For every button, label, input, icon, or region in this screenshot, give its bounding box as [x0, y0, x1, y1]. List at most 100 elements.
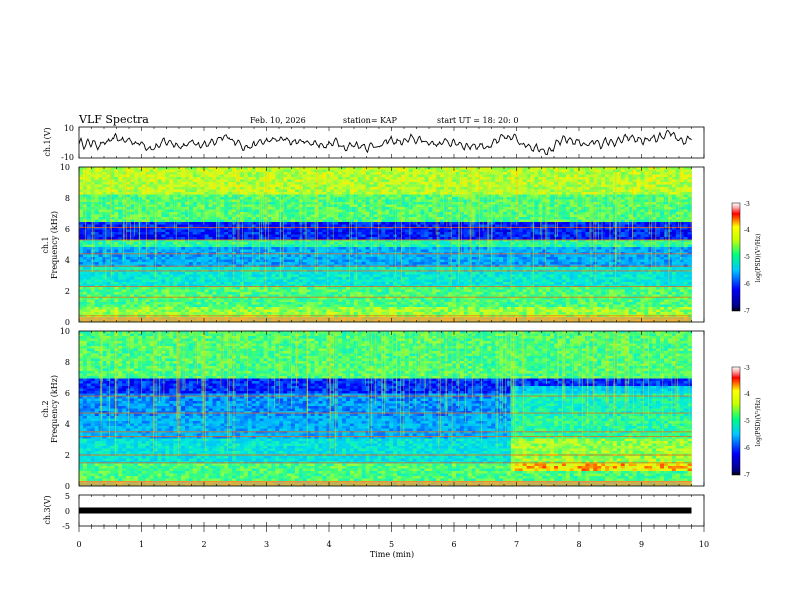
spectrogram-cell [279, 312, 284, 315]
spectrogram-cell [361, 267, 367, 270]
spectrogram-cell [369, 257, 374, 260]
spectrogram-cell [181, 174, 186, 178]
spectrogram-cell [294, 282, 300, 285]
spectrogram-cell [389, 262, 394, 265]
spectrogram-cell [267, 292, 272, 295]
spectrogram-cell [173, 242, 178, 245]
spectrogram-cell [137, 282, 143, 285]
spectrogram-cell [173, 217, 178, 220]
spectrogram-cell [141, 287, 147, 290]
spectrogram-cell [165, 292, 170, 295]
spectrogram-cell [381, 234, 386, 238]
spectrogram-cell [224, 227, 229, 230]
spectrogram-cell [287, 299, 292, 303]
spectrogram-cell [224, 169, 229, 173]
spectrogram-cell [259, 292, 264, 295]
spectrogram-cell [342, 312, 347, 315]
spectrogram-cell [141, 237, 147, 240]
spectrogram-cell [310, 309, 315, 313]
spectrogram-cell [385, 277, 390, 280]
spectrogram-cell [381, 192, 386, 195]
spectrogram-cell [153, 289, 158, 293]
spectrogram-cell [389, 214, 394, 218]
spectrogram-cell [377, 187, 382, 190]
spectrogram-cell [349, 167, 355, 170]
spectrogram-cell [110, 182, 115, 185]
spectrogram-cell [165, 187, 170, 190]
spectrogram-cell [79, 242, 84, 245]
spectrogram-cell [90, 202, 96, 205]
spectrogram-cell [141, 242, 147, 245]
spectrogram-cell [165, 299, 170, 303]
spectrogram-cell [130, 237, 135, 240]
spectrogram-cell [377, 232, 382, 235]
spectrogram-cell [357, 207, 363, 210]
spectrogram-cell [169, 207, 174, 210]
spectrogram-cell [224, 177, 229, 180]
spectrogram-cell [86, 182, 92, 185]
spectrogram-cell [271, 194, 276, 198]
spectrogram-cell [243, 202, 249, 205]
spectrogram-cell [287, 194, 292, 198]
spectrogram-cell [228, 219, 233, 223]
spectrogram-cell [322, 259, 327, 263]
spectrogram-cell [291, 172, 296, 175]
spectrogram-cell [177, 272, 182, 275]
spectrogram-cell [161, 277, 166, 280]
spectrogram-cell [338, 272, 343, 275]
spectrogram-cell [342, 209, 347, 213]
spectrogram-cell [349, 289, 355, 293]
spectrogram-cell [247, 267, 253, 270]
spectrogram-cell [165, 304, 170, 308]
spectrogram-cell [228, 249, 233, 253]
spectrogram-cell [98, 242, 103, 245]
spectrogram-cell [287, 172, 292, 175]
spectrogram-cell [192, 209, 198, 213]
spectrogram-cell [86, 222, 92, 225]
spectrogram-cell [102, 192, 107, 195]
spectrogram-cell [161, 217, 166, 220]
spectrogram-cell [365, 292, 370, 295]
spectrogram-cell [177, 254, 182, 258]
spectrogram-cell [334, 239, 339, 243]
spectrogram-cell [255, 177, 261, 180]
spectrogram-cell [361, 237, 367, 240]
spectrogram-cell [377, 272, 382, 275]
spectrogram-cell [181, 244, 186, 248]
spectrogram-cell [326, 287, 331, 290]
spectrogram-cell [110, 312, 115, 315]
spectrogram-cell [251, 242, 257, 245]
spectrogram-cell [389, 307, 394, 310]
spectrogram-cell [118, 262, 123, 265]
spectrogram-cell [251, 232, 257, 235]
spectrogram-cell [306, 274, 312, 278]
spectrogram-cell [185, 244, 190, 248]
spectrogram-cell [283, 212, 288, 215]
spectrogram-cell [204, 187, 209, 190]
spectrogram-cell [137, 237, 143, 240]
spectrogram-cell [224, 219, 229, 223]
spectrogram-cell [349, 262, 355, 265]
spectrogram-cell [267, 277, 272, 280]
spectrogram-cell [247, 169, 253, 173]
spectrogram-cell [267, 219, 272, 223]
spectrogram-cell [330, 237, 335, 240]
spectrogram-cell [267, 232, 272, 235]
spectrogram-cell [283, 192, 288, 195]
spectrogram-cell [342, 179, 347, 183]
spectrogram-cell [212, 229, 217, 233]
spectrogram-cell [94, 299, 100, 303]
spectrogram-cell [361, 197, 367, 200]
spectrogram-cell [330, 222, 335, 225]
spectrogram-cell [98, 297, 103, 300]
spectrogram-cell [169, 277, 174, 280]
spectrogram-cell [196, 182, 202, 185]
spectrogram-cell [200, 242, 206, 245]
spectrogram-cell [342, 167, 347, 170]
spectrogram-cell [318, 279, 323, 283]
spectrogram-cell [126, 239, 131, 243]
spectrogram-cell [133, 214, 139, 218]
spectrogram-cell [118, 177, 123, 180]
spectrogram-cell [294, 312, 300, 315]
spectrogram-cell [330, 289, 335, 293]
